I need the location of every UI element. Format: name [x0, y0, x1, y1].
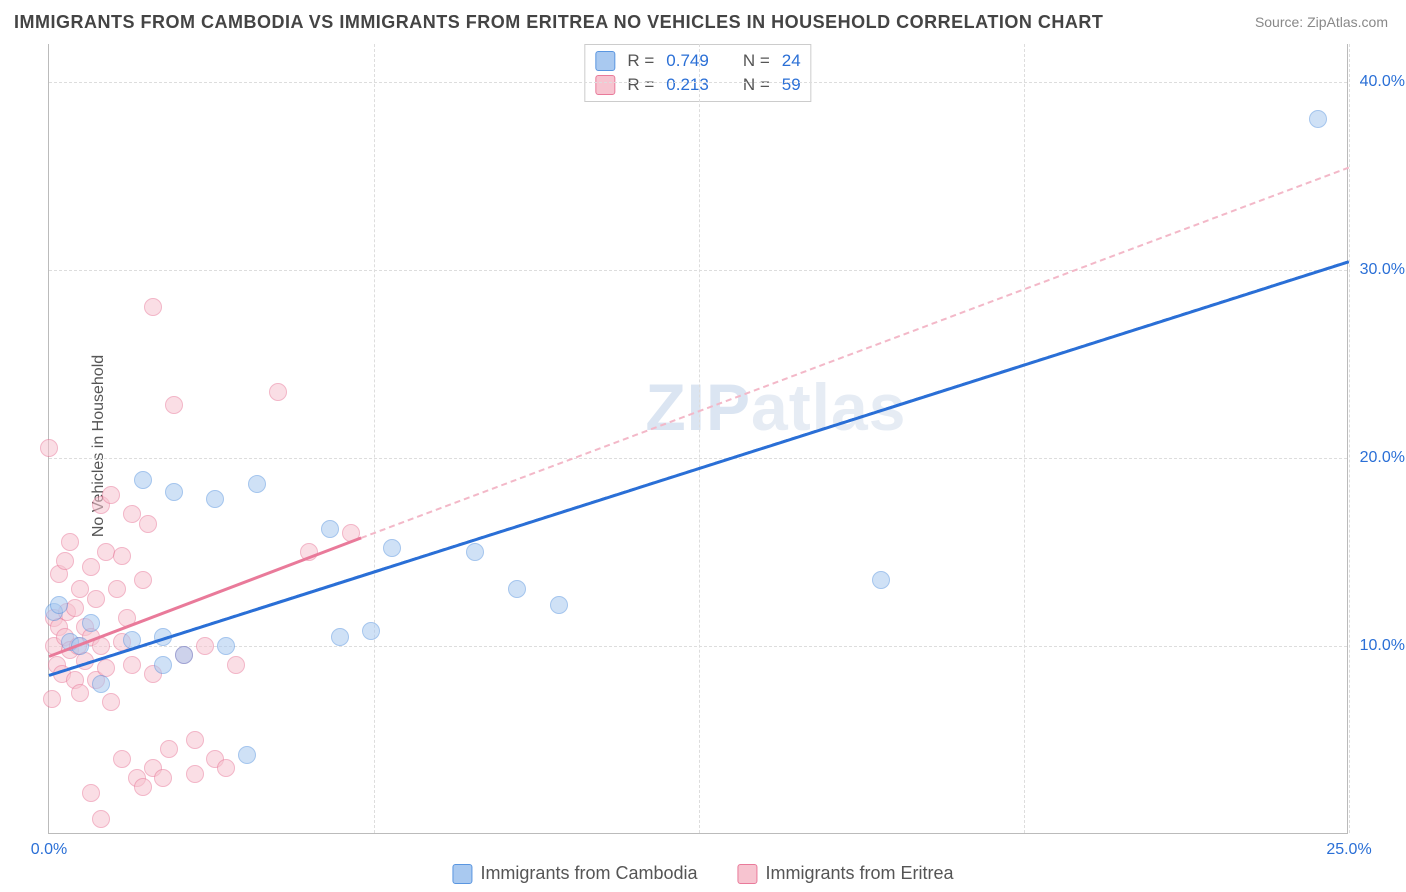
scatter-point: [186, 731, 204, 749]
scatter-point: [40, 439, 58, 457]
y-tick-label: 30.0%: [1360, 261, 1405, 279]
scatter-point: [102, 693, 120, 711]
regression-line: [361, 166, 1350, 538]
scatter-point: [217, 759, 235, 777]
legend-swatch: [738, 864, 758, 884]
legend-item: Immigrants from Eritrea: [738, 863, 954, 884]
scatter-point: [82, 558, 100, 576]
chart-title: IMMIGRANTS FROM CAMBODIA VS IMMIGRANTS F…: [14, 12, 1103, 33]
scatter-point: [113, 547, 131, 565]
scatter-point: [134, 471, 152, 489]
scatter-point: [113, 750, 131, 768]
scatter-point: [154, 656, 172, 674]
n-label: N =: [743, 75, 770, 95]
legend-swatch: [452, 864, 472, 884]
scatter-point: [269, 383, 287, 401]
legend-stat-row: R = 0.749 N = 24: [595, 49, 800, 73]
n-value: 24: [782, 51, 801, 71]
grid-line-vertical: [1024, 44, 1025, 833]
legend-label: Immigrants from Cambodia: [480, 863, 697, 884]
scatter-point: [102, 486, 120, 504]
scatter-point: [82, 784, 100, 802]
scatter-point: [165, 396, 183, 414]
scatter-point: [383, 539, 401, 557]
legend-stat-row: R = 0.213 N = 59: [595, 73, 800, 97]
scatter-point: [227, 656, 245, 674]
grid-line-vertical: [1349, 44, 1350, 833]
r-label: R =: [627, 51, 654, 71]
y-tick-label: 40.0%: [1360, 73, 1405, 91]
scatter-point: [362, 622, 380, 640]
scatter-point: [217, 637, 235, 655]
scatter-point: [321, 520, 339, 538]
scatter-point: [123, 656, 141, 674]
scatter-point: [71, 684, 89, 702]
scatter-point: [238, 746, 256, 764]
scatter-point: [508, 580, 526, 598]
scatter-point: [139, 515, 157, 533]
scatter-point: [186, 765, 204, 783]
scatter-point: [43, 690, 61, 708]
scatter-point: [175, 646, 193, 664]
scatter-point: [144, 298, 162, 316]
grid-line-horizontal: [49, 646, 1347, 647]
scatter-point: [196, 637, 214, 655]
legend-swatch: [595, 51, 615, 71]
grid-line-horizontal: [49, 458, 1347, 459]
scatter-point: [206, 490, 224, 508]
r-value: 0.749: [666, 51, 709, 71]
scatter-point: [160, 740, 178, 758]
x-tick-label: 0.0%: [31, 841, 67, 859]
n-value: 59: [782, 75, 801, 95]
scatter-point: [66, 599, 84, 617]
legend-item: Immigrants from Cambodia: [452, 863, 697, 884]
bottom-legend: Immigrants from Cambodia Immigrants from …: [452, 863, 953, 884]
x-tick-label: 25.0%: [1326, 841, 1371, 859]
legend-swatch: [595, 75, 615, 95]
scatter-point: [331, 628, 349, 646]
scatter-point: [550, 596, 568, 614]
r-value: 0.213: [666, 75, 709, 95]
scatter-point: [872, 571, 890, 589]
n-label: N =: [743, 51, 770, 71]
grid-line-horizontal: [49, 270, 1347, 271]
scatter-point: [92, 810, 110, 828]
r-label: R =: [627, 75, 654, 95]
scatter-point: [82, 614, 100, 632]
scatter-point: [154, 769, 172, 787]
y-tick-label: 20.0%: [1360, 449, 1405, 467]
scatter-point: [134, 778, 152, 796]
scatter-point: [56, 552, 74, 570]
scatter-point: [165, 483, 183, 501]
scatter-point: [1309, 110, 1327, 128]
scatter-point: [61, 533, 79, 551]
y-tick-label: 10.0%: [1360, 637, 1405, 655]
scatter-point: [248, 475, 266, 493]
scatter-point: [92, 675, 110, 693]
grid-line-horizontal: [49, 82, 1347, 83]
source-label: Source: ZipAtlas.com: [1255, 14, 1388, 30]
chart-plot-area: ZIPatlas R =0.749N =24R =0.213N =59 10.0…: [48, 44, 1348, 834]
scatter-point: [50, 596, 68, 614]
legend-stats-box: R = 0.749 N = 24 R = 0.213 N = 59: [584, 44, 811, 102]
legend-label: Immigrants from Eritrea: [766, 863, 954, 884]
scatter-point: [108, 580, 126, 598]
scatter-point: [87, 590, 105, 608]
scatter-point: [134, 571, 152, 589]
scatter-point: [466, 543, 484, 561]
grid-line-vertical: [374, 44, 375, 833]
grid-line-vertical: [699, 44, 700, 833]
